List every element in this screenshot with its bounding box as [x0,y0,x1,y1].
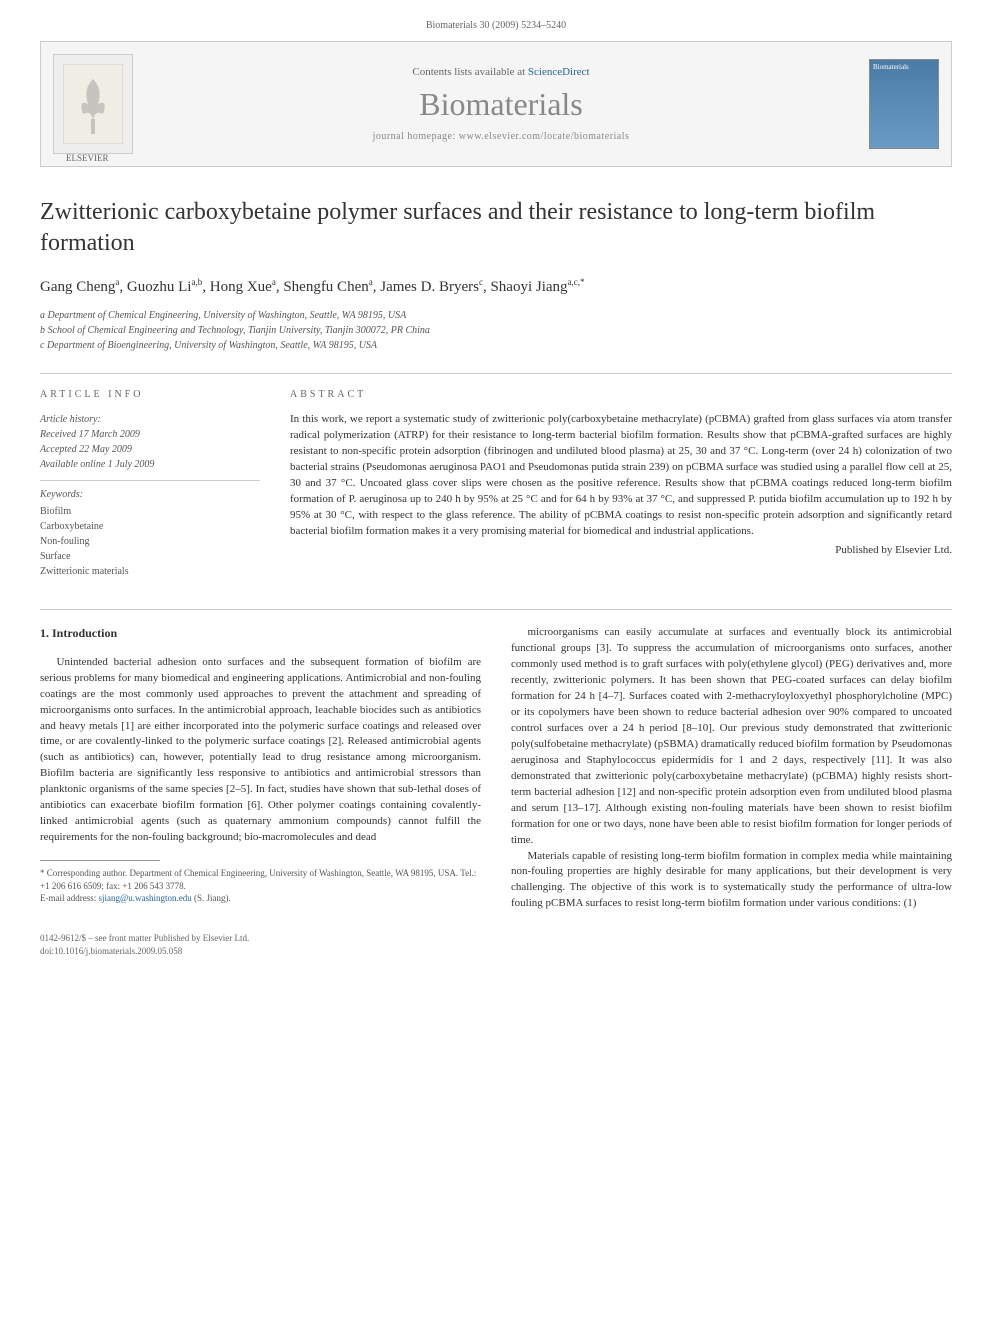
keywords-label: Keywords: [40,489,260,500]
section-heading: 1. Introduction [40,625,481,642]
sciencedirect-link[interactable]: ScienceDirect [528,66,590,78]
homepage-url: www.elsevier.com/locate/biomaterials [459,131,630,142]
abstract-text: In this work, we report a systematic stu… [290,412,952,540]
citation-text: Biomaterials 30 (2009) 5234–5240 [426,20,566,31]
body-columns: 1. Introduction Unintended bacterial adh… [40,625,952,912]
article-history: Article history: Received 17 March 2009 … [40,412,260,481]
online-date: Available online 1 July 2009 [40,457,260,472]
authors-list: Gang Chenga, Guozhu Lia,b, Hong Xuea, Sh… [40,277,952,296]
keywords-list: Biofilm Carboxybetaine Non-fouling Surfa… [40,504,260,579]
elsevier-tree-logo [53,54,133,154]
page-footer: 0142-9612/$ – see front matter Published… [40,932,952,957]
abstract-column: ABSTRACT In this work, we report a syste… [290,389,952,579]
intro-paragraph-2: microorganisms can easily accumulate at … [511,625,952,848]
article-info: ARTICLE INFO Article history: Received 1… [40,389,260,579]
affiliation-c: c Department of Bioengineering, Universi… [40,338,952,353]
intro-paragraph-3: Materials capable of resisting long-term… [511,849,952,913]
abstract-published-by: Published by Elsevier Ltd. [290,544,952,556]
body-left-column: 1. Introduction Unintended bacterial adh… [40,625,481,912]
journal-homepage: journal homepage: www.elsevier.com/locat… [133,131,869,142]
keyword: Zwitterionic materials [40,564,260,579]
tree-icon [63,64,123,144]
footnote-rule [40,860,160,861]
keyword: Non-fouling [40,534,260,549]
keyword: Biofilm [40,504,260,519]
divider [40,373,952,374]
email-line: E-mail address: sjiang@u.washington.edu … [40,892,481,905]
journal-name: Biomaterials [133,86,869,123]
info-abstract-row: ARTICLE INFO Article history: Received 1… [40,389,952,579]
publisher-name: ELSEVIER [66,153,109,163]
banner-center: Contents lists available at ScienceDirec… [133,66,869,142]
history-label: Article history: [40,412,260,427]
intro-paragraph-1: Unintended bacterial adhesion onto surfa… [40,655,481,846]
contents-available: Contents lists available at ScienceDirec… [133,66,869,78]
affiliation-a: a Department of Chemical Engineering, Un… [40,308,952,323]
affiliations: a Department of Chemical Engineering, Un… [40,308,952,353]
front-matter-line: 0142-9612/$ – see front matter Published… [40,932,952,945]
corresponding-author-footnote: * Corresponding author. Department of Ch… [40,867,481,905]
running-header: Biomaterials 30 (2009) 5234–5240 [40,20,952,31]
email-address[interactable]: sjiang@u.washington.edu [98,893,191,903]
journal-banner: ELSEVIER Contents lists available at Sci… [40,41,952,167]
abstract-heading: ABSTRACT [290,389,952,400]
correspondence-text: * Corresponding author. Department of Ch… [40,867,481,892]
article-title: Zwitterionic carboxybetaine polymer surf… [40,197,952,259]
affiliation-b: b School of Chemical Engineering and Tec… [40,323,952,338]
body-right-column: microorganisms can easily accumulate at … [511,625,952,912]
keyword: Surface [40,549,260,564]
received-date: Received 17 March 2009 [40,427,260,442]
article-info-heading: ARTICLE INFO [40,389,260,400]
divider [40,609,952,610]
journal-cover-thumbnail: Biomaterials [869,59,939,149]
accepted-date: Accepted 22 May 2009 [40,442,260,457]
doi-line: doi:10.1016/j.biomaterials.2009.05.058 [40,945,952,958]
keyword: Carboxybetaine [40,519,260,534]
